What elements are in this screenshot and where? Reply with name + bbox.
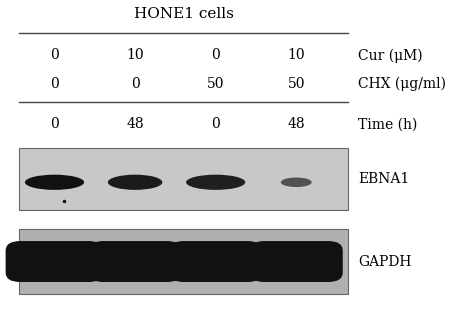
Text: 50: 50 — [207, 77, 224, 91]
Text: 0: 0 — [131, 77, 139, 91]
FancyBboxPatch shape — [6, 241, 103, 282]
Text: CHX (μg/ml): CHX (μg/ml) — [358, 77, 446, 91]
FancyBboxPatch shape — [250, 241, 343, 282]
Text: 0: 0 — [211, 117, 220, 131]
Text: EBNA1: EBNA1 — [358, 172, 409, 186]
Text: 48: 48 — [287, 117, 305, 131]
Text: 0: 0 — [50, 117, 59, 131]
Text: GAPDH: GAPDH — [358, 255, 411, 268]
Text: 48: 48 — [126, 117, 144, 131]
Text: 0: 0 — [50, 77, 59, 91]
Text: 0: 0 — [50, 49, 59, 62]
Ellipse shape — [108, 175, 162, 190]
Ellipse shape — [186, 175, 246, 190]
Text: Time (h): Time (h) — [358, 117, 417, 131]
FancyBboxPatch shape — [169, 241, 262, 282]
Text: Cur (μM): Cur (μM) — [358, 48, 422, 63]
FancyBboxPatch shape — [89, 241, 182, 282]
FancyBboxPatch shape — [19, 148, 348, 210]
FancyBboxPatch shape — [19, 229, 348, 294]
Text: 50: 50 — [288, 77, 305, 91]
Ellipse shape — [25, 175, 84, 190]
Text: 0: 0 — [211, 49, 220, 62]
Text: HONE1 cells: HONE1 cells — [134, 7, 234, 21]
Ellipse shape — [281, 178, 311, 187]
Text: 10: 10 — [126, 49, 144, 62]
Text: 10: 10 — [287, 49, 305, 62]
